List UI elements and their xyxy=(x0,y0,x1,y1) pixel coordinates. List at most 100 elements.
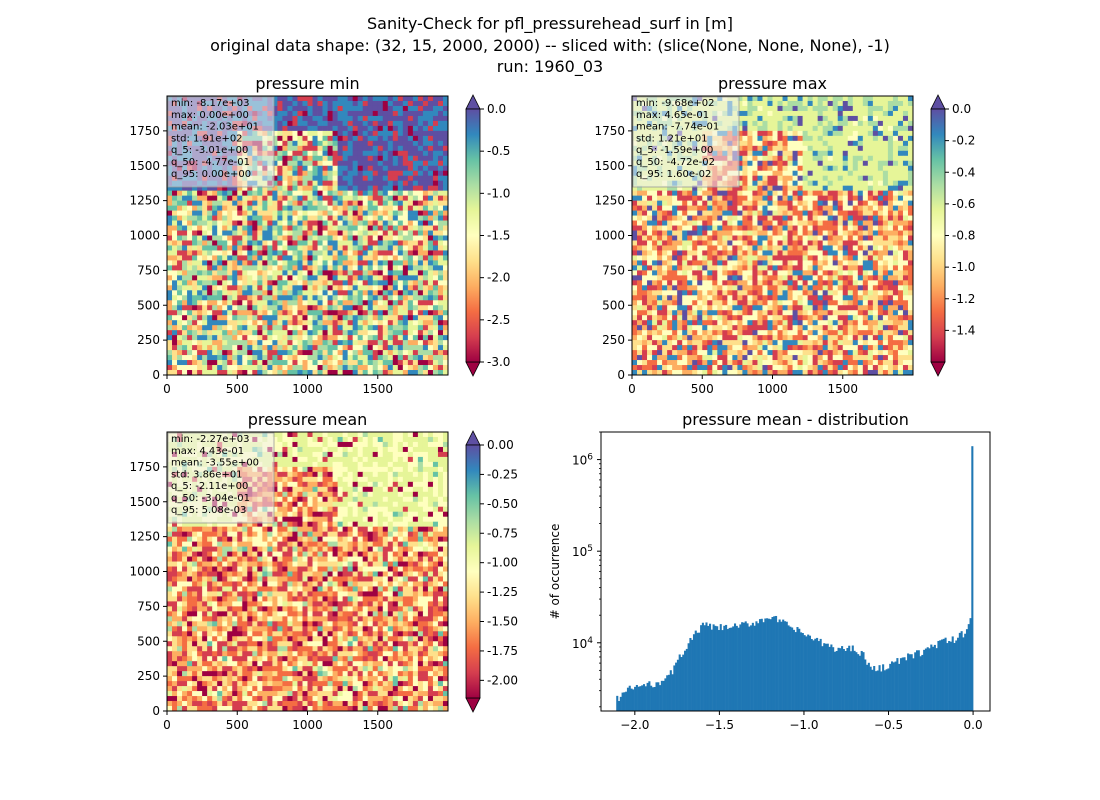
y-tick-base: 10 xyxy=(572,637,587,651)
histogram-bar xyxy=(869,666,872,711)
stats-line: q_50: -3.04e-01 xyxy=(171,493,250,504)
histogram-bar xyxy=(726,629,729,711)
histogram-bar xyxy=(696,632,699,711)
histogram-bar xyxy=(800,632,803,711)
stats-line: q_5: -2.11e+00 xyxy=(171,481,248,492)
histogram-bar xyxy=(957,637,960,711)
histogram-bar xyxy=(787,625,790,711)
histogram-bar xyxy=(628,685,631,711)
histogram-bar xyxy=(634,686,637,711)
histogram-bar xyxy=(866,664,869,711)
histogram-bar xyxy=(746,623,749,711)
histogram-bar xyxy=(762,622,765,711)
stats-line: max: 4.43e-01 xyxy=(171,446,244,457)
colorbar-tick-label: -1.75 xyxy=(487,644,518,658)
histogram-bar xyxy=(805,636,808,711)
histogram-bar xyxy=(673,665,676,711)
histogram-bar xyxy=(691,639,694,711)
histogram-bar xyxy=(891,661,894,711)
histogram-bar xyxy=(644,686,647,711)
histogram-bar xyxy=(666,675,669,711)
stats-line: min: -2.27e+03 xyxy=(171,434,250,445)
panel-title: pressure min xyxy=(255,74,359,93)
histogram-bar xyxy=(867,662,870,711)
y-tick-exponent: 5 xyxy=(587,544,593,554)
histogram-bar xyxy=(653,686,656,711)
histogram-bar xyxy=(898,663,901,711)
histogram-bar xyxy=(703,625,706,711)
x-tick-label: 0 xyxy=(628,382,636,396)
histogram-bar xyxy=(807,634,810,711)
histogram-bar xyxy=(896,658,899,711)
histogram-bar xyxy=(848,645,851,711)
colorbar-extend-min xyxy=(465,361,481,377)
histogram-bar xyxy=(937,640,940,711)
stats-box-background xyxy=(632,96,740,188)
histogram-bar xyxy=(632,689,635,711)
histogram-bar xyxy=(766,618,769,711)
x-tick-label: 500 xyxy=(226,382,249,396)
stats-line: q_95: 1.60e-02 xyxy=(636,169,711,180)
panel-title: pressure max xyxy=(718,74,827,93)
histogram-bar xyxy=(739,624,742,711)
colorbar-tick-label: -0.25 xyxy=(487,467,518,481)
x-tick-label: 0 xyxy=(163,382,171,396)
histogram-bar xyxy=(810,638,813,711)
colorbar-tick-label: -2.00 xyxy=(487,673,518,687)
histogram-bar xyxy=(892,662,895,711)
histogram-bar xyxy=(791,627,794,711)
colorbar-tick-label: -0.5 xyxy=(487,144,510,158)
histogram-bar xyxy=(625,691,628,711)
histogram-bar xyxy=(714,625,717,711)
x-tick-label: 1500 xyxy=(362,718,393,732)
panel-title: pressure mean xyxy=(248,410,368,429)
histogram-bar xyxy=(650,685,653,711)
histogram-bar xyxy=(748,626,751,711)
y-tick-label: 1500 xyxy=(129,159,160,173)
histogram-bar xyxy=(962,637,965,711)
y-tick-label: 1750 xyxy=(129,124,160,138)
histogram-bar xyxy=(680,657,683,711)
colorbar-extend-max xyxy=(465,430,481,446)
colorbar-tick-label: -0.4 xyxy=(952,165,975,179)
y-tick-label: 1250 xyxy=(594,194,625,208)
histogram-bar xyxy=(826,643,829,711)
y-tick-label: 1500 xyxy=(129,495,160,509)
histogram-bar xyxy=(923,649,926,711)
histogram-bar xyxy=(907,653,910,711)
histogram-bar xyxy=(933,644,936,711)
y-tick-label: 104 xyxy=(572,636,593,651)
x-tick-label: 500 xyxy=(691,382,714,396)
histogram-bar xyxy=(824,643,828,711)
histogram-bar xyxy=(912,658,915,711)
heatmap-panel-3: pressure mean 0 500 1000 1500 0 250 500 750 1000 1… xyxy=(129,410,518,732)
histogram-bar xyxy=(915,650,919,711)
histogram-bar xyxy=(760,618,763,711)
y-tick-exponent: 4 xyxy=(587,636,593,646)
histogram-bar xyxy=(819,638,822,711)
histogram-bar xyxy=(812,640,815,711)
histogram-bar xyxy=(823,643,826,711)
histogram-bar xyxy=(917,650,920,711)
histogram-bar xyxy=(832,647,835,711)
x-tick-label: 0 xyxy=(163,718,171,732)
histogram-bar xyxy=(971,446,974,711)
colorbar-tick-label: -1.0 xyxy=(487,186,510,200)
histogram-bar xyxy=(664,678,667,711)
colorbar-tick-label: 0.0 xyxy=(952,102,971,116)
histogram-bar xyxy=(660,680,663,711)
stats-line: min: -8.17e+03 xyxy=(171,98,250,109)
y-axis-label: # of occurrence xyxy=(548,524,562,620)
histogram-bar xyxy=(728,627,731,711)
histogram-bar xyxy=(841,646,844,711)
histogram-bar xyxy=(849,651,853,711)
histogram-bar xyxy=(942,638,945,711)
histogram-bar xyxy=(684,650,687,711)
histogram-bar xyxy=(803,635,806,711)
y-tick-label: 250 xyxy=(137,333,160,347)
histogram-bar xyxy=(623,692,626,711)
histogram-bar xyxy=(733,623,737,711)
histogram-bar xyxy=(721,630,724,711)
colorbar-tick-label: 0.0 xyxy=(487,102,506,116)
